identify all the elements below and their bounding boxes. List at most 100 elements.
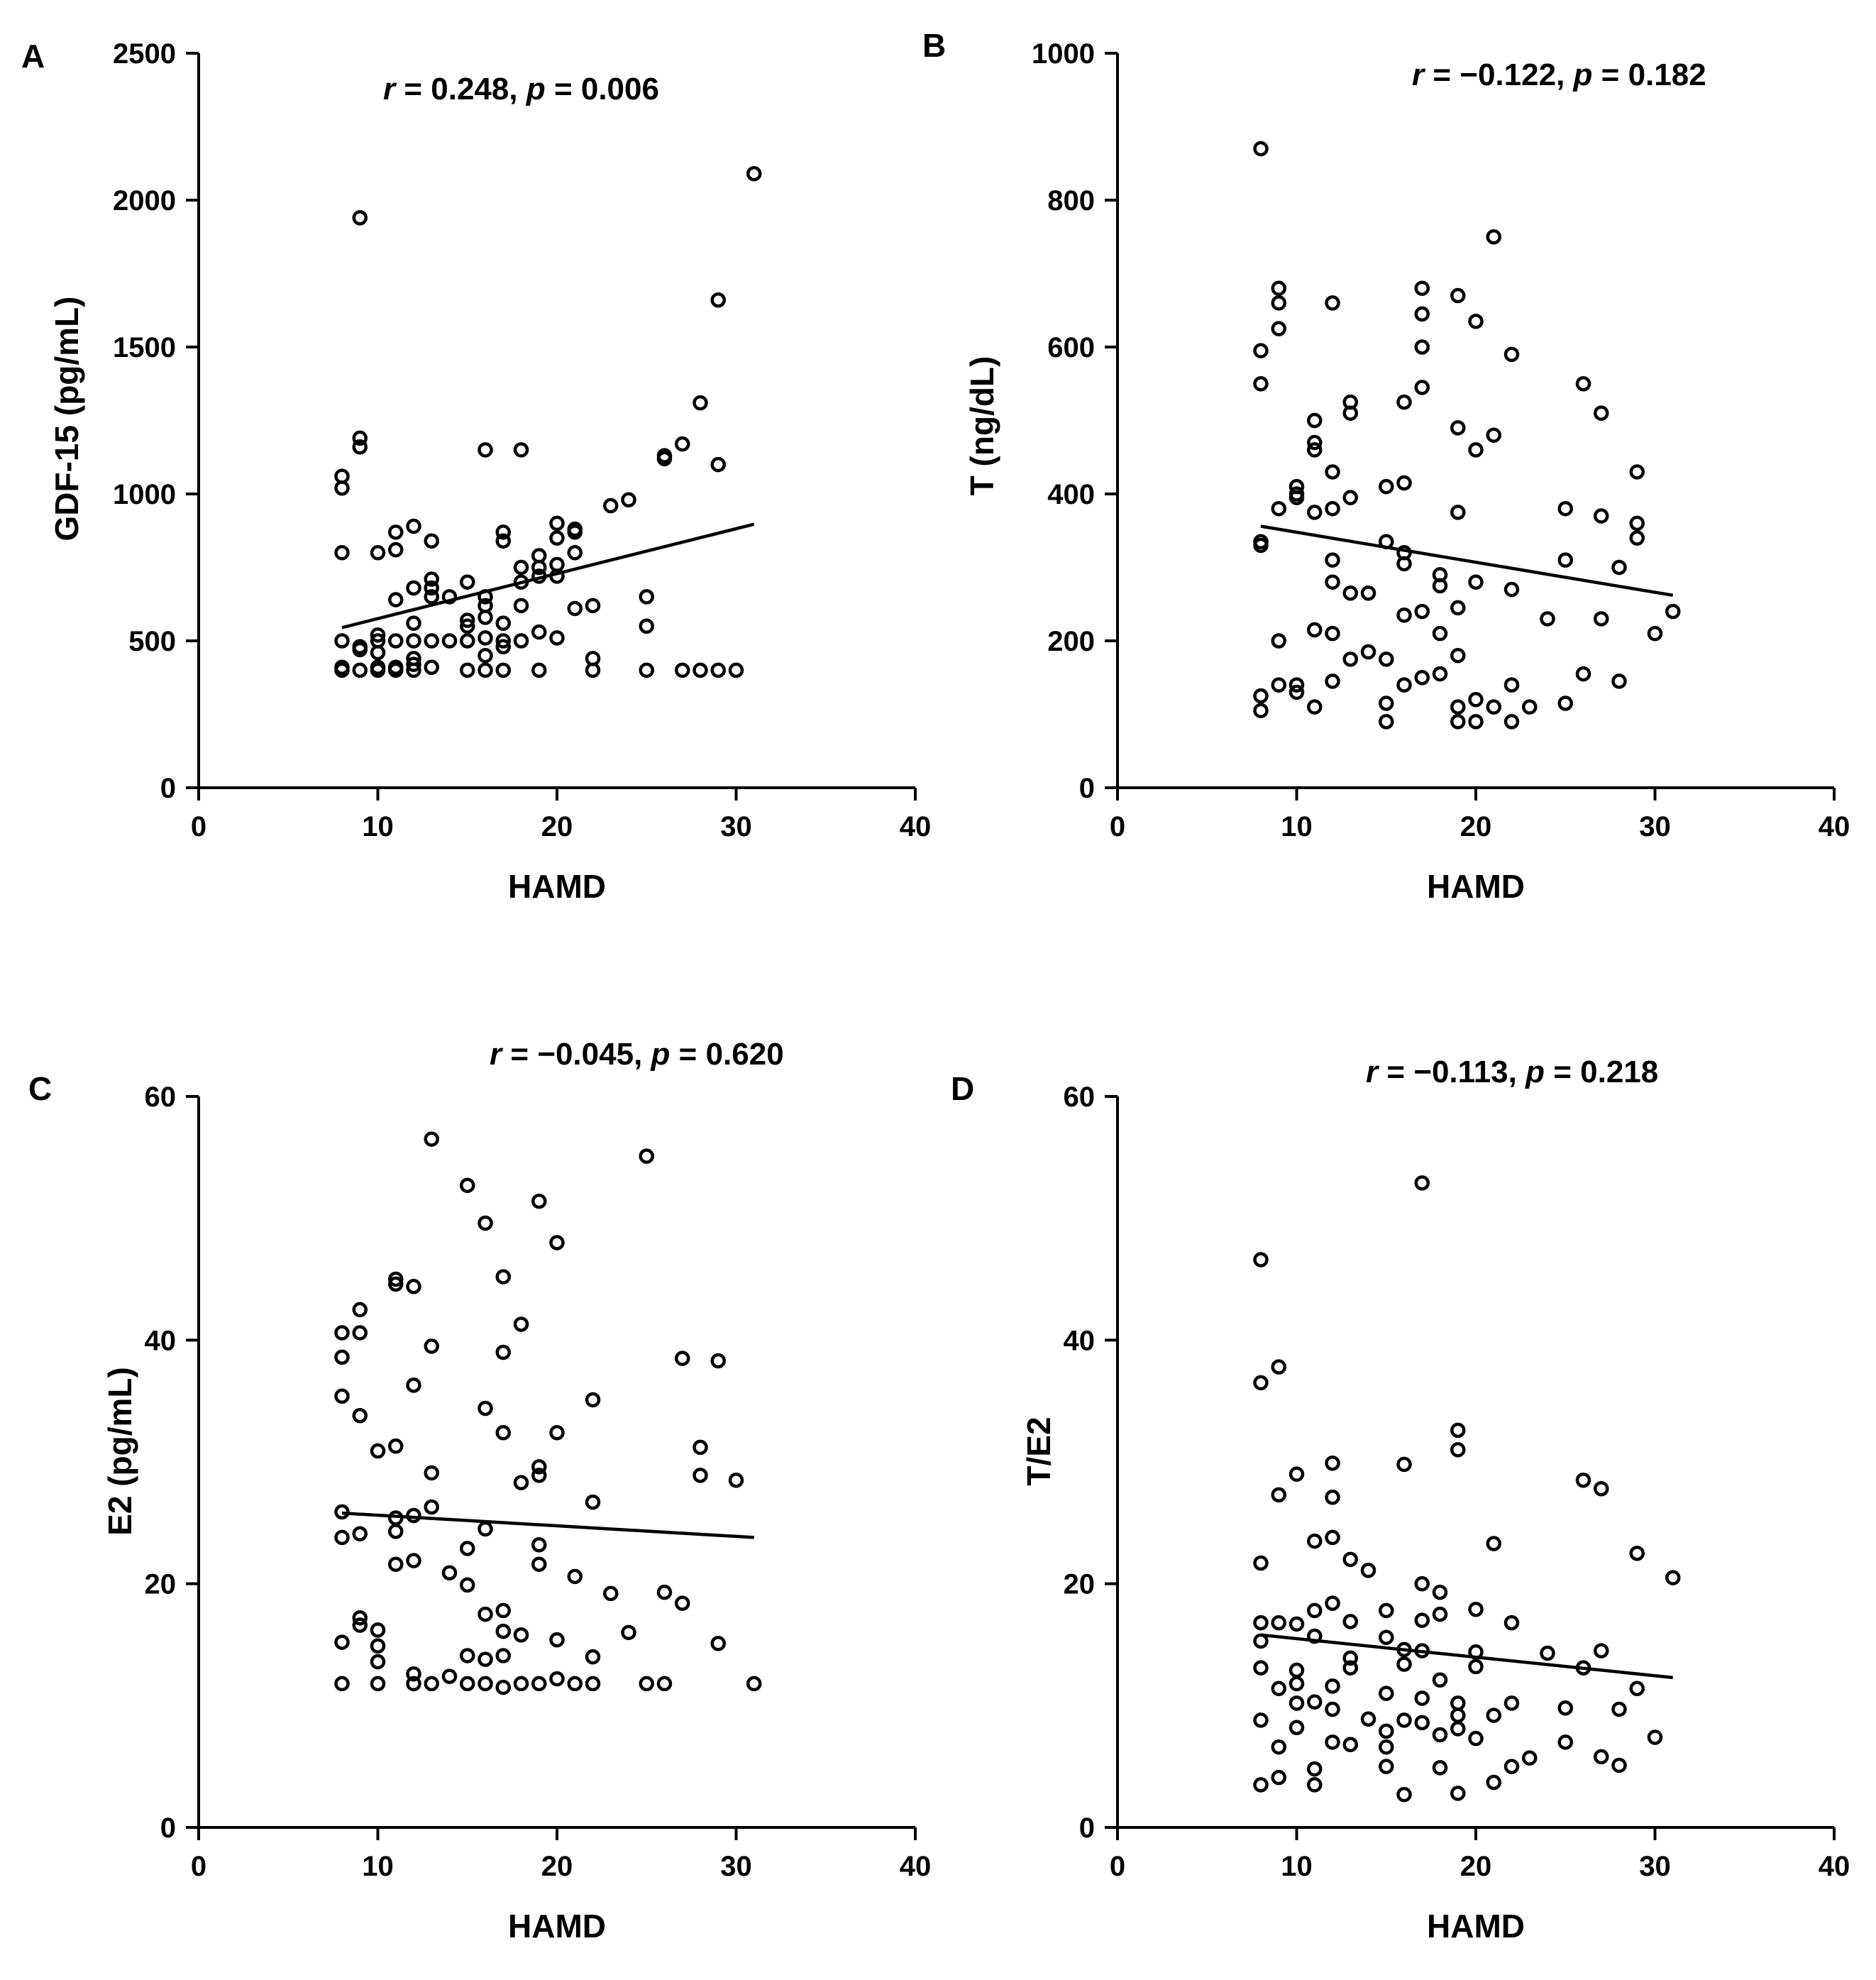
data-point-d xyxy=(1271,1487,1286,1503)
y-tick-label-d: 20 xyxy=(1064,1569,1096,1600)
data-point-d xyxy=(1360,1563,1376,1578)
data-point-d xyxy=(1379,1759,1394,1774)
data-point-c xyxy=(460,1541,475,1556)
x-tick-label-a: 20 xyxy=(541,811,573,842)
data-point-a xyxy=(495,633,511,649)
data-point-d xyxy=(1325,1529,1340,1546)
data-point-d xyxy=(1307,1777,1323,1793)
data-point-d xyxy=(1379,1739,1394,1755)
y-tick-label-c: 60 xyxy=(145,1082,177,1113)
y-tick-label-b: 200 xyxy=(1047,626,1095,657)
y-tick-label-b: 0 xyxy=(1079,773,1095,804)
data-point-b xyxy=(1307,699,1323,715)
data-point-c xyxy=(334,1634,350,1650)
data-point-c xyxy=(513,1475,529,1490)
data-point-a xyxy=(441,589,458,605)
stat-r-value: = −0.122, xyxy=(1424,57,1573,92)
data-point-a xyxy=(406,633,421,649)
stat-r-symbol: r xyxy=(383,72,397,106)
data-point-c xyxy=(513,1316,529,1332)
data-point-d xyxy=(1432,1760,1448,1776)
data-point-a xyxy=(424,659,439,676)
data-point-c xyxy=(352,1408,368,1424)
x-tick-label-d: 20 xyxy=(1460,1851,1492,1882)
data-point-d xyxy=(1522,1750,1538,1766)
data-point-b xyxy=(1468,692,1484,708)
data-point-a xyxy=(424,589,439,605)
stat-p-symbol: p xyxy=(526,72,546,106)
data-point-a xyxy=(567,521,583,537)
data-point-d xyxy=(1414,1715,1430,1731)
data-point-d xyxy=(1450,1721,1466,1737)
x-tick-label-c: 30 xyxy=(720,1851,752,1882)
data-point-b xyxy=(1611,559,1627,576)
data-point-d xyxy=(1253,1712,1269,1728)
data-point-a xyxy=(406,615,421,631)
data-point-d xyxy=(1594,1481,1609,1497)
data-point-b xyxy=(1486,229,1501,245)
stat-p-symbol: p xyxy=(1573,57,1593,92)
data-point-b xyxy=(1468,714,1484,730)
data-point-b xyxy=(1379,714,1394,730)
data-point-c xyxy=(746,1676,762,1692)
data-point-c xyxy=(478,1606,493,1622)
data-point-a xyxy=(495,615,511,631)
data-point-b xyxy=(1289,677,1305,693)
y-tick-label-a: 2500 xyxy=(113,38,176,70)
data-point-c xyxy=(495,1623,511,1639)
data-point-c xyxy=(370,1622,386,1638)
y-tick-label-a: 1500 xyxy=(113,332,176,363)
data-point-c xyxy=(495,1344,511,1360)
data-point-b xyxy=(1253,703,1269,719)
data-point-c xyxy=(406,1279,421,1294)
data-point-c xyxy=(549,1235,565,1250)
data-point-d xyxy=(1414,1575,1430,1592)
data-point-a xyxy=(693,662,708,678)
data-point-b xyxy=(1486,699,1501,715)
data-point-d xyxy=(1396,1656,1412,1672)
data-point-d xyxy=(1307,1602,1323,1619)
data-point-b xyxy=(1468,574,1484,590)
data-point-d xyxy=(1325,1490,1340,1505)
data-point-d xyxy=(1594,1643,1609,1659)
data-point-b xyxy=(1253,376,1269,392)
data-point-d xyxy=(1611,1701,1627,1717)
data-point-d xyxy=(1289,1676,1305,1692)
data-point-b xyxy=(1396,394,1412,410)
data-point-c xyxy=(495,1648,511,1663)
y-tick-label-a: 0 xyxy=(160,773,176,804)
x-axis-label-c: HAMD xyxy=(508,1908,606,1945)
data-point-a xyxy=(424,571,439,587)
data-point-c xyxy=(424,1131,439,1147)
data-point-a xyxy=(334,633,350,649)
data-point-b xyxy=(1450,699,1466,715)
data-point-d xyxy=(1414,1175,1430,1191)
data-point-d xyxy=(1450,1422,1466,1439)
data-point-c xyxy=(334,1676,350,1692)
data-point-b xyxy=(1271,280,1286,296)
data-point-a xyxy=(478,647,493,664)
data-point-d xyxy=(1503,1615,1520,1631)
data-point-a xyxy=(549,630,565,646)
data-point-c xyxy=(478,1215,493,1231)
data-point-a xyxy=(639,618,654,634)
data-point-b xyxy=(1307,622,1323,638)
data-point-a xyxy=(406,580,421,596)
data-point-a xyxy=(460,633,475,649)
panel-letter-a: A xyxy=(21,38,45,75)
regression-line-a xyxy=(341,522,755,629)
x-tick-label-c: 0 xyxy=(191,1851,206,1882)
data-point-b xyxy=(1379,478,1394,495)
x-tick-label-a: 30 xyxy=(720,811,752,842)
data-point-c xyxy=(567,1568,583,1585)
data-point-c xyxy=(549,1632,565,1648)
data-point-a xyxy=(675,436,690,452)
data-point-d xyxy=(1289,1466,1305,1482)
data-point-a xyxy=(334,468,350,484)
data-point-a xyxy=(495,533,511,549)
data-point-d xyxy=(1289,1616,1305,1632)
y-tick-label-c: 20 xyxy=(145,1569,177,1600)
stat-annotation-d: r = −0.113, p = 0.218 xyxy=(1366,1055,1658,1089)
data-point-a xyxy=(334,545,350,561)
data-point-a xyxy=(513,633,529,649)
